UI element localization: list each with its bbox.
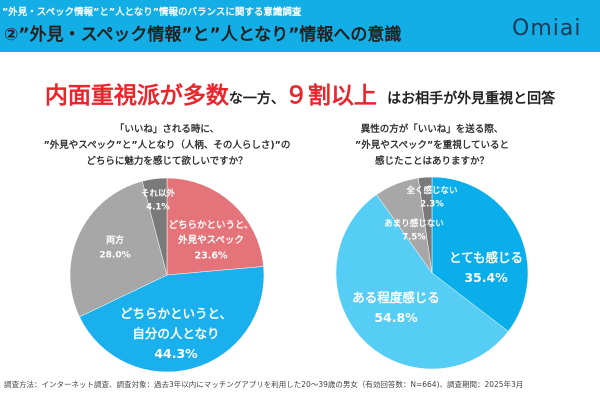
chart2-slice-label: ある程度感じる	[352, 290, 440, 305]
chart1-value-label: 23.6%	[195, 250, 228, 261]
survey-footnote: 調査方法：インターネット調査、調査対象：過去3年以内にマッチングアプリを利用した…	[4, 380, 524, 389]
chart1-slice-2	[69, 180, 168, 318]
chart2-value-label: 7.5%	[402, 233, 426, 243]
omiai-logo: Omiai	[512, 16, 582, 41]
chart2-question: 異性の方が「いいね」を送る際、 ”外見やスペック”を重視していると 感じたことは…	[312, 122, 552, 170]
chart1-question-line: ”外見やスペック”と”人となり（人柄、その人らしさ)”の	[43, 140, 291, 151]
chart1-question-line: 「いいね」される時に、	[114, 124, 220, 135]
chart1-slice-label: どちらかというと、	[168, 219, 253, 231]
chart1-question: 「いいね」される時に、 ”外見やスペック”と”人となり（人柄、その人らしさ)”の…	[17, 122, 317, 170]
chart2-value-label: 35.4%	[464, 270, 508, 285]
headline-part1: 内面重視派が多数	[44, 83, 229, 109]
chart2-value-label: 54.8%	[374, 310, 418, 325]
chart1-slice-label: 外見やスペック	[177, 234, 244, 246]
chart1-question-line: どちらに魅力を感じて欲しいですか？	[86, 156, 248, 167]
chart1-value-label: 28.0%	[99, 250, 130, 260]
chart2-question-line: 異性の方が「いいね」を送る際、	[360, 124, 504, 135]
chart1-slice-label: それ以外	[141, 188, 176, 199]
chart2-slice-label: 全く感じない	[405, 185, 457, 196]
chart2-slice-label: とても感じる	[449, 250, 523, 265]
chart2-value-label: 2.3%	[420, 200, 444, 210]
headline-part2: な一方、	[228, 91, 285, 107]
chart2-slice-0	[431, 176, 529, 332]
chart1-slice-1	[79, 266, 265, 373]
chart2-slice-1	[335, 194, 509, 370]
chart1-slice-3	[141, 177, 168, 276]
chart2-slice-label: あまり感じない	[384, 218, 444, 229]
chart2-question-line: 感じたことはありますか？	[374, 156, 489, 167]
headline: 内面重視派が多数な一方、９割以上 はお相手が外見重視と回答	[0, 76, 600, 110]
header-band: ”外見・スペック情報”と”人となり”情報のバランスに関する意識調査 ②”外見・ス…	[0, 0, 600, 52]
headline-part4: はお相手が外見重視と回答	[387, 91, 556, 107]
survey-subtitle: ”外見・スペック情報”と”人となり”情報のバランスに関する意識調査	[2, 7, 302, 18]
chart2-question-line: ”外見やスペック”を重視していると	[354, 140, 510, 151]
headline-part3: ９割以上	[284, 83, 377, 109]
section-title: ②”外見・スペック情報”と”人となり”情報への意識	[4, 25, 402, 45]
chart1-value-label: 44.3%	[154, 346, 198, 361]
chart1-slice-label: どちらかというと、	[120, 306, 232, 321]
chart1-value-label: 4.1%	[146, 203, 170, 213]
chart1-slice-0	[166, 177, 264, 276]
chart2-slice-3	[417, 176, 433, 274]
chart1-slice-label: 自分の人となり	[132, 326, 219, 341]
chart1-slice-label: 両方	[106, 234, 124, 246]
